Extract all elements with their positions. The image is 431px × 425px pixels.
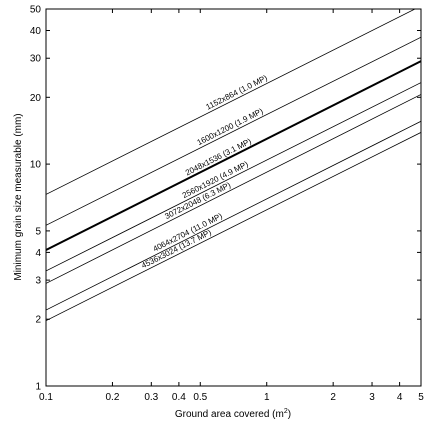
series-line — [46, 60, 421, 251]
y-tick-label: 5 — [35, 226, 41, 237]
y-tick-label: 10 — [30, 160, 42, 171]
series-label: 1600x1200 (1.9 MP) — [196, 106, 265, 147]
series-line — [46, 36, 421, 226]
x-tick-label: 1 — [264, 392, 270, 403]
x-tick-label: 0.4 — [172, 392, 186, 403]
series-lines — [46, 9, 421, 322]
y-tick-label: 1 — [35, 382, 41, 393]
series-line — [46, 132, 421, 322]
x-tick-label: 4 — [397, 392, 403, 403]
y-axis-title: Minimum grain size measurable (mm) — [13, 113, 24, 280]
x-axis-title: Ground area covered (m2) — [175, 408, 291, 420]
y-tick-label: 40 — [30, 26, 42, 37]
x-tick-label: 5 — [418, 392, 424, 403]
plot-area: 1152x864 (1.0 MP)1600x1200 (1.9 MP)2048x… — [45, 8, 422, 387]
plot-frame — [45, 8, 422, 387]
x-tick-label: 0.3 — [144, 392, 158, 403]
x-axis: 0.1 0.2 0.3 0.4 0.5 1 2 3 4 5 — [39, 9, 424, 403]
series-line — [46, 94, 421, 284]
x-tick-label: 2 — [330, 392, 336, 403]
y-tick-label: 2 — [35, 315, 41, 326]
y-tick-label: 20 — [30, 93, 42, 104]
x-tick-label: 0.1 — [39, 392, 53, 403]
series-label: 2048x1536 (3.1 MP) — [184, 137, 253, 178]
x-axis-title-text: Ground area covered (m — [175, 409, 284, 420]
x-tick-label: 3 — [369, 392, 375, 403]
y-tick-label: 30 — [30, 54, 42, 65]
x-tick-label: 0.2 — [105, 392, 119, 403]
series-line — [46, 82, 421, 272]
y-tick-label: 3 — [35, 276, 41, 287]
series-label: 1152x864 (1.0 MP) — [205, 73, 270, 111]
y-tick-label: 50 — [30, 5, 42, 16]
x-axis-title-close: ) — [288, 409, 291, 420]
series-line — [46, 120, 421, 311]
y-axis: 1 2 3 4 5 10 20 30 40 50 — [30, 5, 421, 393]
x-tick-label: 0.5 — [193, 392, 207, 403]
x-axis-title-superscript: 2 — [284, 408, 288, 415]
series-line — [46, 9, 416, 195]
y-tick-label: 4 — [35, 248, 41, 259]
